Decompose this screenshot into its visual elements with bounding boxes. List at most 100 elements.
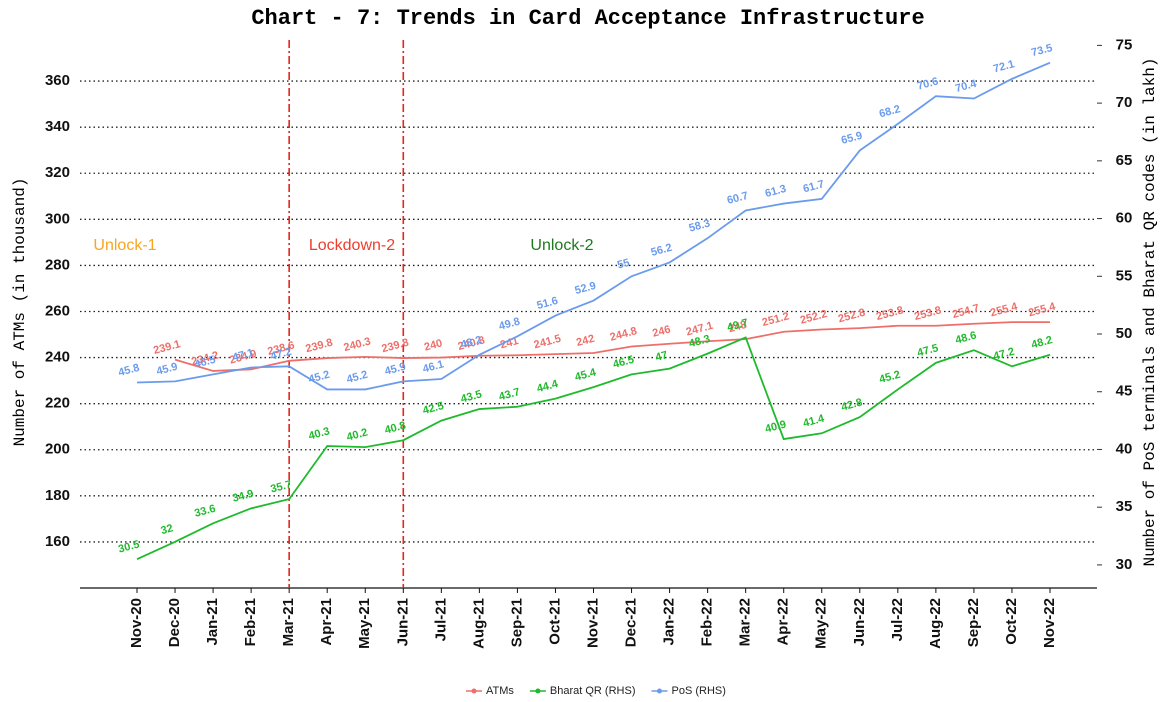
data-label: 240.3 <box>342 335 372 354</box>
data-label: 45.8 <box>117 362 141 379</box>
data-label: 43.5 <box>459 388 483 405</box>
data-label: 40.2 <box>345 426 369 443</box>
data-label: 34.9 <box>231 488 255 505</box>
data-label: 241.5 <box>533 333 563 352</box>
data-label: 41.4 <box>802 412 827 429</box>
y-tick-label: 340 <box>45 118 70 135</box>
chart-title: Chart - 7: Trends in Card Acceptance Inf… <box>251 6 924 31</box>
y2-tick-label: 50 <box>1116 325 1133 342</box>
y2-tick-label: 65 <box>1116 152 1133 169</box>
y-tick-label: 260 <box>45 302 70 319</box>
data-label: 45.2 <box>345 369 369 386</box>
x-tick-label: Feb-22 <box>699 598 716 646</box>
data-label: 239.8 <box>380 337 410 356</box>
data-label: 48.2 <box>459 334 483 351</box>
y-tick-label: 200 <box>45 441 70 458</box>
y2-tick-label: 35 <box>1116 498 1133 515</box>
data-label: 44.4 <box>536 378 561 395</box>
y2-tick-label: 55 <box>1116 267 1133 284</box>
data-label: 254.7 <box>951 302 981 321</box>
data-label: 255.4 <box>1027 300 1058 319</box>
legend-marker <box>471 688 477 694</box>
data-label: 58.3 <box>688 218 712 235</box>
data-label: 55 <box>616 257 631 272</box>
y2-axis-title: Number of PoS terminals and Bharat QR co… <box>1141 58 1159 567</box>
data-label: 47.2 <box>269 346 293 363</box>
data-label: 47 <box>654 349 669 364</box>
x-tick-label: Aug-22 <box>927 598 944 649</box>
data-label: 48.2 <box>1030 334 1054 351</box>
y-tick-label: 360 <box>45 72 70 89</box>
annotation: Lockdown-2 <box>309 237 395 254</box>
data-label: 49.7 <box>726 317 750 334</box>
y-tick-label: 220 <box>45 395 70 412</box>
data-label: 47.1 <box>231 347 255 364</box>
x-tick-label: Oct-21 <box>546 598 563 645</box>
data-label: 30.5 <box>117 538 141 555</box>
x-tick-label: Oct-22 <box>1003 598 1020 645</box>
data-label: 45.2 <box>878 369 902 386</box>
data-label: 65.9 <box>840 130 864 147</box>
x-tick-label: Jul-22 <box>889 598 906 641</box>
data-label: 51.6 <box>536 295 560 312</box>
data-label: 43.7 <box>497 386 521 403</box>
x-tick-label: Jan-22 <box>661 598 678 646</box>
series-line <box>136 61 1051 391</box>
data-label: 239.1 <box>152 338 182 357</box>
data-label: 32 <box>160 522 175 537</box>
data-label: 40.3 <box>307 425 331 442</box>
data-label: 241 <box>499 335 520 351</box>
data-label: 46.5 <box>612 354 636 371</box>
x-tick-label: Jun-21 <box>394 598 411 646</box>
data-label: 61.7 <box>802 178 826 195</box>
data-label: 46.5 <box>193 354 217 371</box>
data-label: 246 <box>651 323 672 339</box>
x-tick-label: Apr-22 <box>775 598 792 646</box>
x-tick-label: Nov-20 <box>128 598 145 648</box>
data-label: 49.8 <box>497 316 521 333</box>
data-label: 70.6 <box>916 76 940 93</box>
legend-marker <box>656 688 662 694</box>
x-tick-label: Feb-21 <box>242 598 259 646</box>
y-tick-label: 240 <box>45 349 70 366</box>
y2-tick-label: 60 <box>1116 210 1133 227</box>
data-label: 255.4 <box>989 300 1020 319</box>
data-label: 72.1 <box>992 58 1016 75</box>
data-label: 42.8 <box>840 396 864 413</box>
data-label: 45.2 <box>307 369 331 386</box>
data-label: 248 <box>727 319 748 335</box>
y-axis-title: Number of ATMs (in thousand) <box>11 178 29 447</box>
y2-tick-label: 70 <box>1116 94 1133 111</box>
x-tick-label: Mar-22 <box>737 598 754 646</box>
x-tick-label: Apr-21 <box>318 598 335 646</box>
data-label: 56.2 <box>650 242 674 259</box>
legend-label: Bharat QR (RHS) <box>550 685 636 697</box>
series-line <box>174 321 1050 372</box>
data-label: 33.6 <box>193 503 217 520</box>
y-tick-label: 300 <box>45 210 70 227</box>
x-tick-label: Jun-22 <box>851 598 868 646</box>
legend-marker <box>535 688 541 694</box>
data-label: 60.7 <box>726 190 750 207</box>
data-label: 239.8 <box>304 337 334 356</box>
series-line <box>136 336 1051 560</box>
data-label: 46.1 <box>421 358 445 375</box>
data-label: 252.8 <box>837 307 867 326</box>
data-label: 35.7 <box>269 478 293 495</box>
data-label: 242 <box>575 333 596 349</box>
data-label: 45.4 <box>574 366 599 383</box>
data-label: 45.9 <box>383 361 407 378</box>
x-tick-label: Aug-21 <box>470 598 487 649</box>
x-tick-label: Jan-21 <box>204 598 221 646</box>
x-tick-label: Jul-21 <box>432 598 449 641</box>
y2-tick-label: 40 <box>1116 440 1133 457</box>
y-tick-label: 180 <box>45 487 70 504</box>
data-label: 48.3 <box>688 333 712 350</box>
data-label: 61.3 <box>764 183 788 200</box>
x-tick-label: Dec-20 <box>166 598 183 647</box>
data-label: 253.8 <box>875 304 905 323</box>
data-label: 47.2 <box>992 346 1016 363</box>
annotation: Unlock-2 <box>530 237 593 254</box>
x-tick-label: Sep-22 <box>965 598 982 647</box>
